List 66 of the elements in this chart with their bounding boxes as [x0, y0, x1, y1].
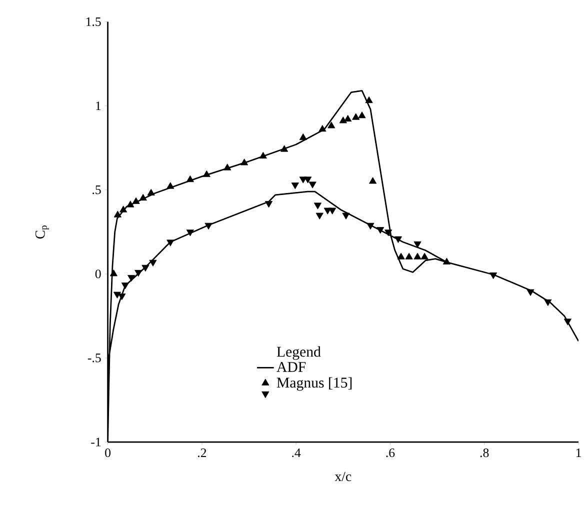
point	[299, 133, 307, 140]
point	[126, 200, 134, 208]
point	[304, 176, 312, 184]
point	[352, 113, 360, 120]
point	[114, 210, 122, 218]
point	[526, 289, 534, 296]
point	[113, 292, 121, 298]
point	[339, 116, 347, 124]
point	[308, 182, 316, 188]
x-tick-label: .8	[480, 448, 489, 458]
y-tick-label: 0	[95, 269, 101, 278]
x-tick-label: .6	[386, 448, 395, 458]
point	[291, 182, 299, 190]
point	[166, 182, 174, 189]
point	[490, 272, 498, 279]
legend-label: ADF	[276, 362, 306, 372]
point	[259, 152, 267, 158]
legend-label: Magnus [15]	[276, 377, 352, 391]
point	[344, 114, 352, 122]
point	[366, 222, 374, 230]
point	[120, 206, 128, 212]
y-tick-label: -.5	[88, 354, 101, 362]
legend-title: Legend	[276, 346, 321, 360]
point	[118, 293, 126, 300]
point	[139, 194, 147, 200]
y-tick-label: 1	[96, 101, 101, 110]
point	[264, 200, 273, 208]
x-tick-label: .4	[292, 448, 301, 457]
point	[147, 188, 155, 196]
point	[564, 318, 572, 326]
point	[224, 164, 232, 170]
point	[280, 145, 288, 152]
point	[376, 226, 384, 234]
y-tick-label: 1.5	[86, 17, 101, 26]
x-tick-label: 1	[576, 448, 581, 457]
point	[544, 299, 552, 306]
x-tick-label: 0	[105, 448, 111, 458]
point	[369, 176, 377, 184]
point	[314, 202, 322, 210]
point	[316, 212, 324, 220]
point	[186, 175, 194, 182]
point	[149, 260, 157, 266]
y-axis-title: C$_{p}$	[35, 225, 49, 238]
point	[365, 96, 373, 103]
point	[121, 282, 130, 290]
point	[328, 122, 336, 128]
y-tick-label: -1	[91, 438, 101, 446]
point	[358, 111, 366, 118]
point	[240, 158, 248, 166]
y-tick-label: .5	[92, 185, 101, 194]
point	[166, 240, 174, 246]
point	[394, 236, 402, 243]
point	[318, 124, 326, 132]
point	[132, 197, 140, 204]
point	[342, 212, 350, 220]
point	[142, 264, 150, 272]
point	[328, 208, 336, 214]
point	[384, 229, 392, 236]
point	[134, 270, 142, 276]
x-axis-title: x/c	[334, 472, 352, 482]
point	[414, 241, 422, 248]
x-tick-label: .2	[198, 448, 206, 458]
point	[204, 222, 212, 230]
point	[202, 170, 210, 177]
point	[128, 274, 136, 282]
point	[186, 229, 194, 236]
